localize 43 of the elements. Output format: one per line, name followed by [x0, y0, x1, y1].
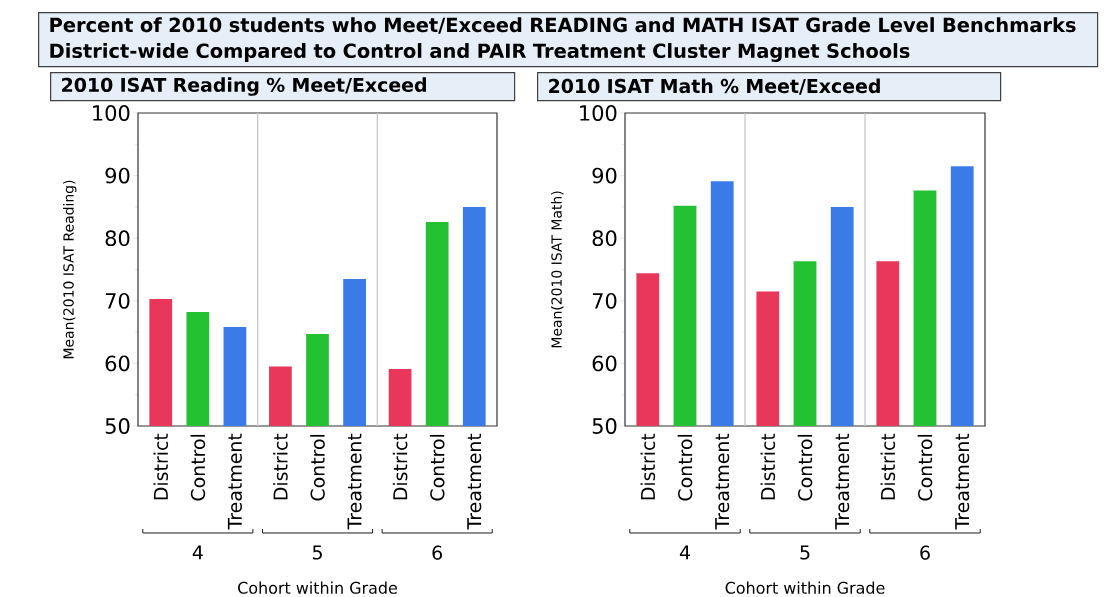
text: Control: [677, 434, 693, 501]
x-tick-label: 4: [192, 545, 203, 560]
text: Control: [190, 434, 206, 501]
text: Treatment: [715, 433, 730, 530]
text: Percent of 2010 students who Meet/Exceed READING and MATH ISAT Grade Level Benchmarks District-wide Compared to Control and PAIR Treatment Cluster Magnet Schools: [50, 17, 1076, 62]
text: Treatment: [835, 433, 850, 530]
text: Control: [310, 434, 325, 501]
text: District: [153, 433, 169, 500]
text: District: [273, 433, 288, 500]
y-tick-label: 70: [592, 292, 617, 309]
y-tick-label: 80: [592, 230, 617, 247]
y-tick-label: 60: [105, 355, 130, 372]
text: Treatment: [347, 433, 362, 530]
y-tick-label: 80: [105, 230, 130, 247]
y-tick-label: 90: [592, 167, 617, 184]
x-tick-label: 6: [920, 545, 930, 560]
text: District: [880, 433, 896, 500]
y-tick-label: 70: [105, 292, 130, 309]
text: Control: [917, 434, 933, 501]
text: District: [760, 433, 776, 500]
y-tick-label: 90: [105, 167, 130, 184]
x-tick-label: 4: [679, 545, 690, 560]
text: Control: [429, 434, 445, 501]
x-axis-title: Cohort within Grade: [725, 581, 885, 594]
text: Treatment: [467, 433, 482, 530]
x-axis-title: Cohort within Grade: [238, 581, 397, 594]
x-tick-label: 6: [432, 545, 442, 560]
y-tick-label: 60: [592, 355, 617, 372]
text: District: [640, 433, 656, 500]
y-tick-label: 100: [580, 105, 617, 121]
text: Treatment: [955, 433, 970, 530]
text: District: [392, 433, 408, 500]
text: Treatment: [227, 433, 242, 530]
x-tick-label: 5: [800, 545, 810, 560]
chart-title: 2010 ISAT Reading % Meet/Exceed: [62, 77, 426, 96]
y-axis-title: Mean(2010 ISAT Math): [551, 191, 564, 348]
x-tick-label: 5: [312, 545, 322, 560]
y-axis-title: Mean(2010 ISAT Reading): [62, 180, 77, 359]
y-tick-label: 50: [105, 418, 130, 434]
y-tick-label: 50: [592, 418, 617, 434]
chart-title: 2010 ISAT Math % Meet/Exceed: [549, 78, 880, 95]
y-tick-label: 100: [93, 105, 130, 121]
text: Control: [797, 434, 813, 501]
